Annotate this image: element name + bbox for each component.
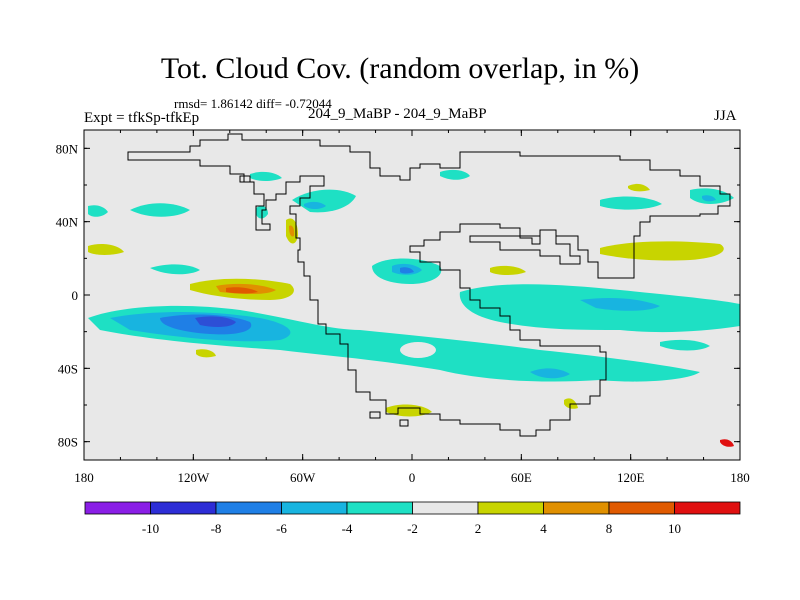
plot-title: Tot. Cloud Cov. (random overlap, in %) bbox=[160, 52, 640, 85]
colorbar-swatch bbox=[281, 501, 348, 515]
colorbar-label: -10 bbox=[142, 521, 159, 536]
y-tick-label: 0 bbox=[72, 288, 79, 303]
coast-antarctic-island bbox=[399, 419, 409, 427]
fill-neg8-south-pacific bbox=[195, 316, 236, 327]
colorbar-swatch bbox=[215, 501, 282, 515]
colorbar-swatch bbox=[150, 501, 217, 515]
experiment-label: Expt = tfkSp-tfkEp bbox=[84, 110, 200, 126]
fill-neg2-east-asia bbox=[600, 196, 662, 210]
colorbar-swatch bbox=[477, 501, 544, 515]
colorbar-swatch bbox=[608, 501, 675, 515]
y-tick-label: 40N bbox=[56, 215, 79, 230]
y-tick-label: 40S bbox=[58, 361, 78, 376]
fill-neg4-south-indian bbox=[530, 368, 570, 379]
fill-neg4-indian bbox=[580, 298, 660, 311]
fill-neg2-north-pacific bbox=[130, 203, 190, 217]
stats-label: rmsd= 1.86142 diff= -0.72044 bbox=[174, 96, 332, 111]
x-tick-label: 0 bbox=[409, 470, 416, 485]
coast-small-island bbox=[369, 411, 381, 419]
x-tick-label: 120E bbox=[617, 470, 645, 485]
colorbar-label: -8 bbox=[211, 521, 222, 536]
fill-pos8-south-pacific-east bbox=[720, 439, 734, 447]
x-tick-label: 120W bbox=[177, 470, 210, 485]
coast-arctic-island bbox=[239, 175, 251, 183]
colorbar-label: 10 bbox=[668, 521, 681, 536]
colorbar-label: 4 bbox=[540, 521, 547, 536]
x-axis: 180 120W 60W 0 60E 120E 180 bbox=[74, 130, 750, 485]
colorbar-label: 8 bbox=[606, 521, 613, 536]
y-tick-label: 80S bbox=[58, 435, 78, 450]
coast-inner-asia bbox=[469, 229, 581, 265]
coastlines bbox=[127, 133, 731, 437]
colorbar bbox=[84, 501, 741, 515]
fill-pos4-central-america bbox=[289, 225, 295, 237]
fill-neg2-arctic-1 bbox=[250, 171, 282, 181]
x-tick-label: 60W bbox=[290, 470, 316, 485]
fill-neg2-atlantic-west bbox=[88, 205, 108, 217]
x-tick-label: 180 bbox=[730, 470, 750, 485]
fill-pos2-pacific-west bbox=[88, 244, 124, 255]
fill-neg6-africa bbox=[400, 267, 414, 274]
subtitle-label: 204_9_MaBP - 204_9_MaBP bbox=[308, 106, 487, 122]
anomaly-fills bbox=[88, 169, 740, 447]
x-tick-label: 60E bbox=[511, 470, 532, 485]
y-axis: 80N 40N 0 40S 80S bbox=[56, 141, 740, 450]
y-tick-label: 80N bbox=[56, 141, 79, 156]
fill-neg2-south-indian-2 bbox=[660, 339, 710, 351]
season-label: JJA bbox=[714, 108, 737, 124]
fill-pos2-africa-north bbox=[490, 265, 526, 275]
fill-neg2-east-pacific bbox=[150, 264, 200, 275]
colorbar-label: -6 bbox=[276, 521, 287, 536]
colorbar-label: -4 bbox=[342, 521, 353, 536]
fill-pos8-east-pacific bbox=[226, 287, 258, 294]
fill-neg4-north-atlantic bbox=[304, 201, 326, 209]
colorbar-swatch bbox=[84, 501, 151, 515]
fill-neg4-siberia bbox=[702, 195, 716, 202]
colorbar-swatch bbox=[543, 501, 610, 515]
fill-gap-south-atlantic bbox=[400, 342, 436, 358]
fill-pos2-indian-north bbox=[600, 241, 724, 261]
colorbar-label: -2 bbox=[407, 521, 418, 536]
colorbar-labels: -10 -8 -6 -4 -2 2 4 8 10 bbox=[142, 521, 681, 536]
coast-northern-continents bbox=[127, 133, 731, 437]
fill-neg2-arctic-2 bbox=[440, 169, 470, 180]
colorbar-label: 2 bbox=[475, 521, 482, 536]
fill-neg2-siberia bbox=[690, 188, 734, 204]
x-tick-label: 180 bbox=[74, 470, 94, 485]
fill-pos2-arctic bbox=[628, 183, 650, 192]
colorbar-swatch bbox=[346, 501, 413, 515]
colorbar-swatch bbox=[674, 501, 741, 515]
colorbar-swatch bbox=[412, 501, 479, 515]
fill-pos2-south-pacific-small bbox=[196, 349, 216, 358]
